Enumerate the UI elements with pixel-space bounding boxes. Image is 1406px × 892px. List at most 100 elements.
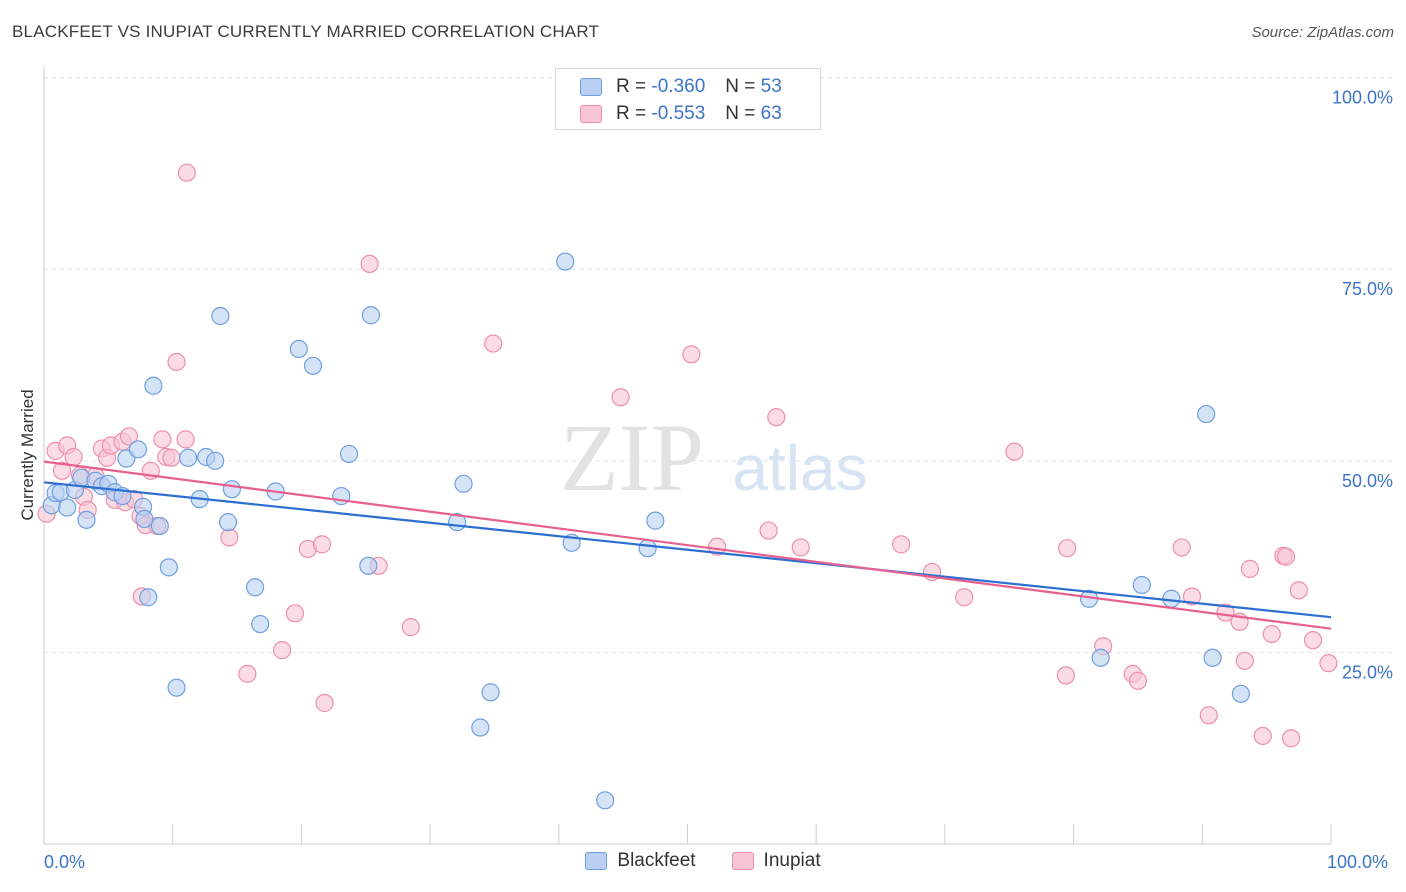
blackfeet-point: [218, 513, 238, 532]
blackfeet-point: [1132, 575, 1151, 595]
x-tick-label-max: 100.0%: [1327, 852, 1389, 872]
blackfeet-point: [206, 451, 225, 470]
stats-row-inupiat: R = -0.553 N = 63: [580, 101, 782, 127]
inupiat-point: [176, 430, 195, 449]
blackfeet-point: [1091, 648, 1110, 667]
blackfeet-point: [556, 252, 575, 271]
inupiat-point: [1319, 654, 1338, 673]
inupiat-point: [1182, 587, 1202, 606]
blackfeet-point: [159, 558, 178, 577]
blackfeet-point: [303, 356, 323, 375]
blackfeet-point: [211, 306, 230, 326]
blackfeet-points: [42, 252, 1251, 810]
blackfeet-point: [361, 306, 380, 325]
y-tick-label: 50.0%: [1342, 471, 1393, 491]
x-tick-label-min: 0.0%: [44, 852, 86, 872]
r-label: R =: [616, 103, 647, 124]
watermark-atlas: atlas: [732, 432, 867, 504]
r-label: R =: [616, 76, 647, 97]
inupiat-point: [238, 664, 257, 683]
inupiat-point: [1005, 442, 1024, 461]
inupiat-point: [1276, 547, 1296, 566]
blackfeet-swatch: [585, 852, 608, 870]
axes: [43, 66, 1332, 845]
blackfeet-point: [646, 511, 665, 530]
inupiat-swatch: [731, 852, 754, 870]
inupiat-point: [1262, 624, 1281, 644]
blackfeet-point: [638, 539, 657, 558]
blackfeet-point: [454, 474, 473, 493]
inupiat-point: [484, 334, 503, 353]
inupiat-point: [119, 427, 139, 446]
source-credit: Source: ZipAtlas.com: [1251, 24, 1394, 41]
blackfeet-point: [1231, 684, 1251, 703]
blackfeet-point: [251, 614, 270, 634]
blackfeet-point: [179, 448, 198, 467]
grid-lines: [44, 77, 1394, 653]
legend-item-inupiat[interactable]: Inupiat: [731, 850, 821, 872]
blackfeet-point: [359, 556, 378, 575]
blackfeet-point: [150, 516, 169, 536]
y-tick-label: 75.0%: [1342, 279, 1393, 299]
inupiat-point: [272, 641, 292, 660]
n-label: N =: [725, 76, 756, 97]
inupiat-point: [611, 388, 630, 407]
n-label: N =: [725, 103, 756, 124]
inupiat-point: [315, 693, 334, 713]
stats-legend: R = -0.360 N = 53 R = -0.553 N = 63: [555, 68, 821, 130]
blackfeet-point: [481, 683, 500, 702]
inupiat-point: [759, 521, 778, 540]
r-value: -0.553: [651, 103, 706, 124]
inupiat-point: [177, 163, 196, 182]
inupiat-trend-line: [43, 460, 1332, 630]
inupiat-point: [401, 618, 420, 637]
inupiat-point: [52, 461, 72, 480]
blackfeet-point: [596, 791, 615, 810]
inupiat-point: [708, 537, 727, 556]
inupiat-point: [312, 535, 332, 554]
blackfeet-point: [1197, 404, 1216, 424]
blackfeet-point: [167, 678, 186, 697]
inupiat-point: [1172, 538, 1191, 557]
stats-row-blackfeet: R = -0.360 N = 53: [580, 74, 782, 100]
inupiat-point: [1253, 726, 1272, 746]
r-value: -0.360: [651, 76, 706, 97]
inupiat-point: [1216, 603, 1235, 622]
inupiat-point: [153, 430, 172, 449]
blackfeet-point: [471, 718, 490, 737]
inupiat-point: [767, 408, 786, 427]
inupiat-point: [1128, 671, 1148, 690]
watermark: ZIP atlas: [560, 404, 868, 511]
blackfeet-point: [289, 339, 308, 359]
blackfeet-point: [58, 498, 77, 517]
series-legend: Blackfeet Inupiat: [0, 850, 1406, 872]
inupiat-point: [1056, 666, 1075, 685]
watermark-zip: ZIP: [560, 404, 704, 511]
n-value: 63: [760, 103, 782, 124]
inupiat-point: [1282, 729, 1301, 748]
inupiat-point: [167, 352, 186, 372]
chart-title: BLACKFEET VS INUPIAT CURRENTLY MARRIED C…: [12, 22, 600, 41]
inupiat-point: [1240, 559, 1260, 578]
blackfeet-point: [245, 578, 265, 597]
inupiat-point: [1303, 631, 1323, 650]
blackfeet-point: [128, 440, 148, 459]
blackfeet-point: [1203, 648, 1222, 667]
legend-label-blackfeet: Blackfeet: [617, 850, 696, 871]
y-tick-label: 100.0%: [1332, 88, 1393, 108]
blackfeet-point: [139, 588, 158, 607]
legend-item-blackfeet[interactable]: Blackfeet: [585, 850, 696, 872]
inupiat-point: [682, 345, 701, 364]
blackfeet-point: [144, 376, 163, 395]
inupiat-point: [162, 448, 181, 467]
inupiat-point: [220, 528, 239, 547]
y-tick-label: 25.0%: [1342, 662, 1393, 682]
inupiat-point: [64, 447, 83, 467]
inupiat-point: [955, 588, 974, 607]
inupiat-point: [1235, 651, 1254, 670]
y-axis-label: Currently Married: [18, 389, 37, 521]
blackfeet-point: [77, 510, 96, 529]
blackfeet-point: [222, 480, 242, 499]
blackfeet-point: [135, 509, 154, 529]
